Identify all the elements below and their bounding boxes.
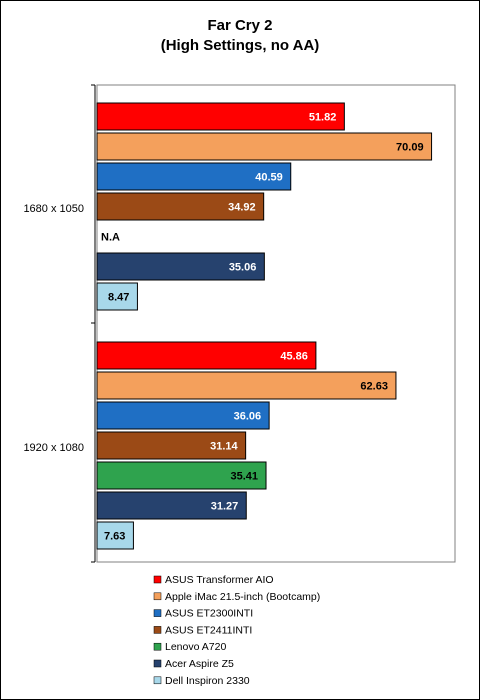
na-label: N.A <box>101 232 120 244</box>
bar <box>96 162 292 191</box>
data-label: 70.09 <box>396 142 424 154</box>
data-label: 35.06 <box>229 262 257 274</box>
data-label: 7.63 <box>104 531 125 543</box>
chart-title-block: Far Cry 2 (High Settings, no AA) <box>0 16 480 56</box>
legend-label: Dell Inspiron 2330 <box>165 675 250 687</box>
bar <box>96 521 134 550</box>
bar <box>96 102 345 131</box>
data-label: 45.86 <box>280 351 308 363</box>
bars-group: 51.82 70.09 40.59 34.92 N.A 35.06 8.47 45.86 62.… <box>96 102 433 550</box>
legend-label: Apple iMac 21.5-inch (Bootcamp) <box>165 591 320 603</box>
bar <box>96 282 138 311</box>
legend-swatch <box>153 642 162 651</box>
category-label: 1680 x 1050 <box>23 203 84 215</box>
legend-label: Acer Aspire Z5 <box>165 658 234 670</box>
data-label: 35.41 <box>230 471 258 483</box>
legend-swatch <box>153 659 162 668</box>
legend-swatch <box>153 609 162 617</box>
legend-swatch <box>153 592 162 601</box>
bar <box>96 461 267 490</box>
category-label: 1920 x 1080 <box>23 442 84 454</box>
bar <box>96 132 433 161</box>
legend-swatch <box>153 626 162 634</box>
category-labels: 1680 x 1050 1920 x 1080 <box>23 203 84 454</box>
data-label: 8.47 <box>108 292 129 304</box>
data-label: 51.82 <box>309 112 337 124</box>
legend-label: ASUS ET2300INTI <box>165 608 253 620</box>
legend-label: Lenovo A720 <box>165 641 226 653</box>
bar <box>96 401 270 430</box>
bar <box>96 192 265 221</box>
chart-subtitle: (High Settings, no AA) <box>160 37 320 54</box>
legend-label: ASUS ET2411INTI <box>165 624 252 636</box>
data-label: 62.63 <box>360 381 388 393</box>
chart-title: Far Cry 2 <box>207 17 273 34</box>
bar <box>96 491 247 520</box>
legend-label: ASUS Transformer AIO <box>165 574 274 586</box>
bar <box>96 252 265 281</box>
bar <box>96 371 397 400</box>
data-label: 34.92 <box>228 202 256 214</box>
data-label: 36.06 <box>234 411 262 423</box>
bar <box>96 341 317 370</box>
data-label: 40.59 <box>255 172 283 184</box>
data-label: 31.14 <box>210 441 238 453</box>
legend: ASUS Transformer AIO Apple iMac 21.5-inch… <box>153 574 320 687</box>
data-label: 31.27 <box>211 501 239 513</box>
legend-swatch <box>153 575 162 584</box>
legend-swatch <box>153 676 162 685</box>
bar <box>96 431 247 460</box>
